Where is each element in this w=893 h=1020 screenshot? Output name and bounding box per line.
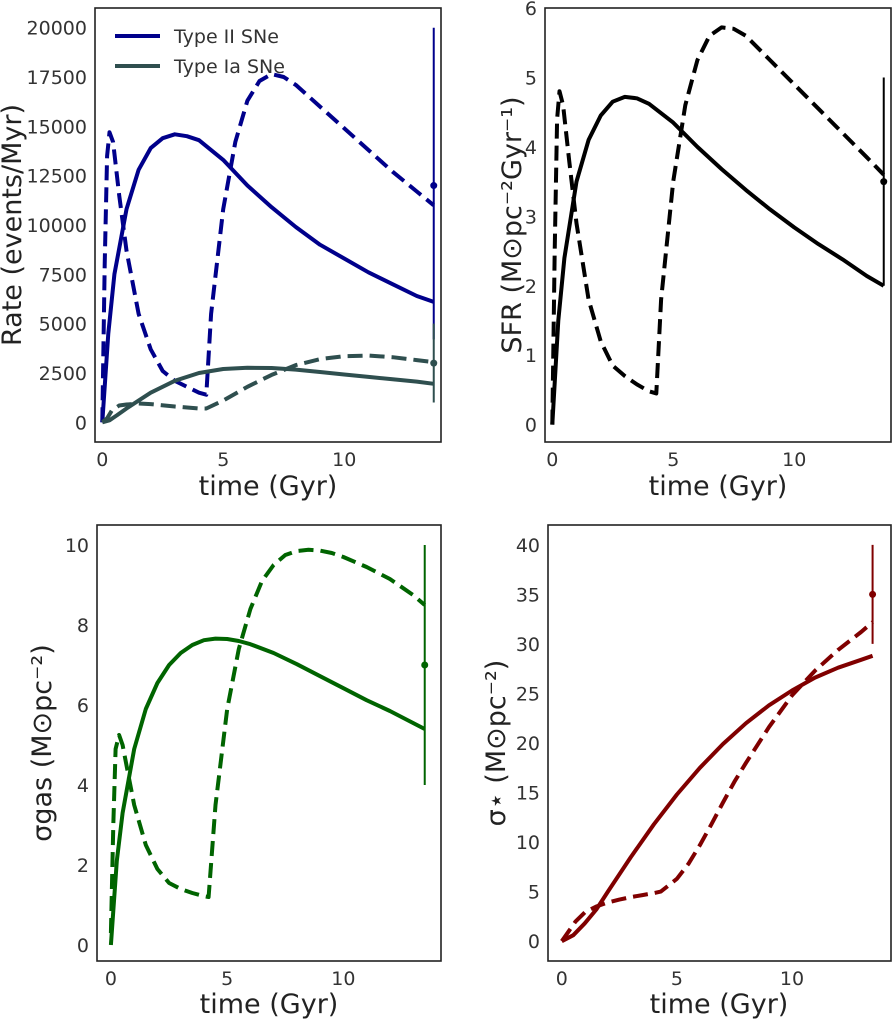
x-tick-label: 5	[671, 968, 683, 990]
x-tick-label: 0	[546, 449, 558, 471]
series-line-0-solid	[560, 653, 874, 943]
plot-frame	[96, 524, 442, 962]
plot-area	[100, 27, 438, 425]
series-line-3-dashed	[101, 353, 434, 424]
panel-rate: 0 5 10 0 2500 5000 7500 10000 12500 15000 17500 200…	[0, 7, 442, 502]
tick-labels: 0 5 10 0 2500 5000 7500 10000 12500 15000 17500 200…	[27, 18, 357, 471]
y-tick-label: 2500	[39, 363, 87, 385]
tick-labels: 0 5 10 0 2 4 6 8 10	[65, 535, 356, 990]
x-axis-label: time (Gyr)	[649, 471, 788, 502]
y-tick-label: 30	[516, 634, 540, 656]
x-tick-label: 5	[221, 968, 233, 990]
series-line-2-solid	[101, 365, 434, 425]
panel-gas: 0 5 10 0 2 4 6 8 10 time (Gyr) σgas (M⊙pc⁻²)	[27, 524, 442, 1020]
panel-stars: 0 5 10 0 5 10 15 20 25 30 35 40 time (Gyr) σ⋆ (M⊙pc…	[481, 524, 892, 1020]
plot-area	[108, 545, 429, 946]
y-tick-label: 40	[516, 535, 540, 557]
y-tick-label: 20000	[27, 18, 87, 40]
tick-labels: 0 5 10 0 5 10 15 20 25 30 35 40	[516, 535, 804, 990]
data-point-0	[880, 178, 888, 186]
series-line-0-solid	[108, 636, 426, 946]
legend-label-type-ii: Type II SNe	[173, 26, 279, 48]
x-tick-label: 5	[217, 449, 229, 471]
x-tick-label: 0	[556, 968, 568, 990]
y-tick-label: 6	[525, 0, 537, 20]
y-tick-label: 12500	[27, 166, 87, 188]
y-tick-label: 25	[516, 683, 540, 705]
series-line-0-solid	[100, 132, 435, 423]
x-tick-label: 0	[105, 968, 117, 990]
x-tick-label: 5	[667, 449, 679, 471]
y-axis-label: Rate (events/Myr)	[0, 104, 28, 346]
y-tick-label: 4	[525, 137, 537, 159]
y-tick-label: 2	[525, 276, 537, 298]
y-tick-label: 20	[516, 733, 540, 755]
x-tick-label: 10	[782, 449, 806, 471]
plot-frame	[547, 524, 892, 962]
tick-labels: 0 5 10 0 1 2 3 4 5 6	[525, 0, 806, 471]
y-tick-label: 1	[525, 345, 537, 367]
y-tick-label: 10	[516, 832, 540, 854]
y-tick-label: 3	[525, 206, 537, 228]
plot-area	[560, 544, 877, 943]
y-tick-label: 4	[77, 775, 89, 797]
y-tick-label: 7500	[39, 264, 87, 286]
legend: Type II SNe Type Ia SNe	[115, 26, 285, 78]
y-tick-label: 15000	[27, 116, 87, 138]
y-tick-label: 0	[77, 935, 89, 957]
x-tick-label: 10	[332, 449, 356, 471]
x-axis-label: time (Gyr)	[199, 471, 338, 502]
series-line-1-dashed	[100, 72, 435, 423]
series-line-1-dashed	[108, 547, 427, 934]
x-tick-label: 0	[96, 449, 108, 471]
y-tick-label: 0	[525, 415, 537, 437]
y-tick-label: 5	[528, 882, 540, 904]
y-tick-label: 35	[516, 584, 540, 606]
data-point-0	[421, 661, 429, 669]
series-line-1-dashed	[550, 25, 886, 425]
data-point-1	[430, 359, 438, 367]
legend-label-type-ia: Type Ia SNe	[173, 56, 285, 78]
x-axis-label: time (Gyr)	[650, 989, 789, 1020]
plot-area	[550, 25, 888, 425]
y-tick-label: 15	[516, 783, 540, 805]
y-tick-label: 6	[77, 695, 89, 717]
y-tick-label: 17500	[27, 67, 87, 89]
y-axis-label: SFR (M⊙pc⁻²Gyr⁻¹)	[497, 96, 528, 353]
plot-frame	[94, 7, 442, 443]
series-line-1-dashed	[560, 620, 874, 943]
data-point-0	[869, 590, 877, 598]
y-tick-label: 10000	[27, 215, 87, 237]
y-axis-label: σgas (M⊙pc⁻²)	[27, 644, 58, 842]
y-tick-label: 8	[77, 615, 89, 637]
y-tick-label: 2	[77, 855, 89, 877]
plot-frame	[544, 7, 892, 443]
panel-sfr: 0 5 10 0 1 2 3 4 5 6 time (Gyr) SFR (M⊙pc⁻²Gyr⁻¹)	[497, 0, 892, 502]
series-line-0-solid	[550, 94, 885, 425]
x-tick-label: 10	[780, 968, 804, 990]
y-tick-label: 5000	[39, 314, 87, 336]
y-axis-label: σ⋆ (M⊙pc⁻²)	[481, 660, 512, 827]
x-axis-label: time (Gyr)	[200, 989, 339, 1020]
x-tick-label: 10	[331, 968, 355, 990]
data-point-0	[430, 182, 438, 190]
y-tick-label: 5	[525, 67, 537, 89]
y-tick-label: 0	[75, 412, 87, 434]
y-tick-label: 10	[65, 535, 89, 557]
y-tick-label: 0	[528, 931, 540, 953]
